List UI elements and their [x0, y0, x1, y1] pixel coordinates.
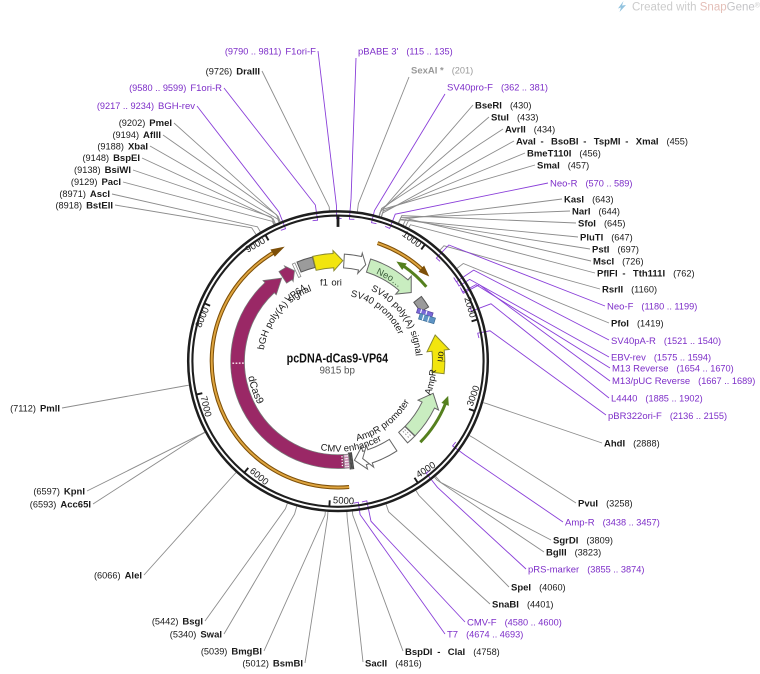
svg-text:(8971)AscI: (8971)AscI [59, 189, 110, 200]
svg-text:(9790 .. 9811)F1ori-F: (9790 .. 9811)F1ori-F [225, 47, 316, 58]
svg-text:(5340)SwaI: (5340)SwaI [170, 630, 222, 641]
svg-text:(6593)Acc65I: (6593)Acc65I [30, 500, 91, 511]
svg-text:(9129)PacI: (9129)PacI [71, 177, 121, 188]
svg-text:Neo-F(1180 .. 1199): Neo-F(1180 .. 1199) [607, 302, 697, 313]
svg-text:Amp-R(3438 .. 3457): Amp-R(3438 .. 3457) [565, 518, 660, 529]
svg-text:(5442)BsgI: (5442)BsgI [152, 617, 203, 628]
svg-text:(6597)KpnI: (6597)KpnI [33, 487, 85, 498]
svg-text:L4440(1885 .. 1902): L4440(1885 .. 1902) [611, 394, 703, 405]
svg-text:(5039)BmgBI: (5039)BmgBI [201, 647, 262, 658]
svg-text:SexAI *(201): SexAI *(201) [411, 66, 473, 77]
svg-text:PflFI - Tth111I(762): PflFI - Tth111I(762) [597, 269, 695, 280]
svg-text:SpeI(4060): SpeI(4060) [511, 583, 566, 594]
svg-text:(9194)AflII: (9194)AflII [112, 130, 161, 141]
svg-text:BspDI - ClaI(4758): BspDI - ClaI(4758) [405, 647, 500, 658]
svg-text:BmeT110I(456): BmeT110I(456) [527, 149, 601, 160]
svg-text:PfoI(1419): PfoI(1419) [611, 319, 664, 330]
svg-text:9815 bp: 9815 bp [319, 366, 355, 377]
svg-text:PvuI(3258): PvuI(3258) [578, 499, 633, 510]
svg-text:EBV-rev(1575 .. 1594): EBV-rev(1575 .. 1594) [611, 353, 711, 364]
svg-text:f1 ori: f1 ori [320, 278, 342, 289]
svg-text:pcDNA-dCas9-VP64: pcDNA-dCas9-VP64 [287, 351, 389, 365]
svg-text:Neo-R(570 .. 589): Neo-R(570 .. 589) [550, 179, 632, 190]
svg-text:M13/pUC Reverse(1667 .. 1689): M13/pUC Reverse(1667 .. 1689) [612, 376, 755, 387]
svg-text:(9217 .. 9234)BGH-rev: (9217 .. 9234)BGH-rev [97, 101, 195, 112]
svg-text:5000: 5000 [333, 495, 355, 507]
svg-text:SV40pA-R(1521 .. 1540): SV40pA-R(1521 .. 1540) [611, 336, 721, 347]
svg-text:(6066)AleI: (6066)AleI [94, 571, 142, 582]
svg-text:(9580 .. 9599)F1ori-R: (9580 .. 9599)F1ori-R [129, 83, 222, 94]
svg-text:Created with SnapGene®: Created with SnapGene® [632, 2, 760, 14]
svg-text:(7112)PmlI: (7112)PmlI [10, 404, 60, 415]
svg-text:(9188)XbaI: (9188)XbaI [97, 142, 148, 153]
svg-text:ori: ori [435, 351, 447, 363]
svg-text:CMV-F(4580 .. 4600): CMV-F(4580 .. 4600) [467, 618, 562, 629]
svg-text:(5012)BsmBI: (5012)BsmBI [242, 659, 303, 670]
